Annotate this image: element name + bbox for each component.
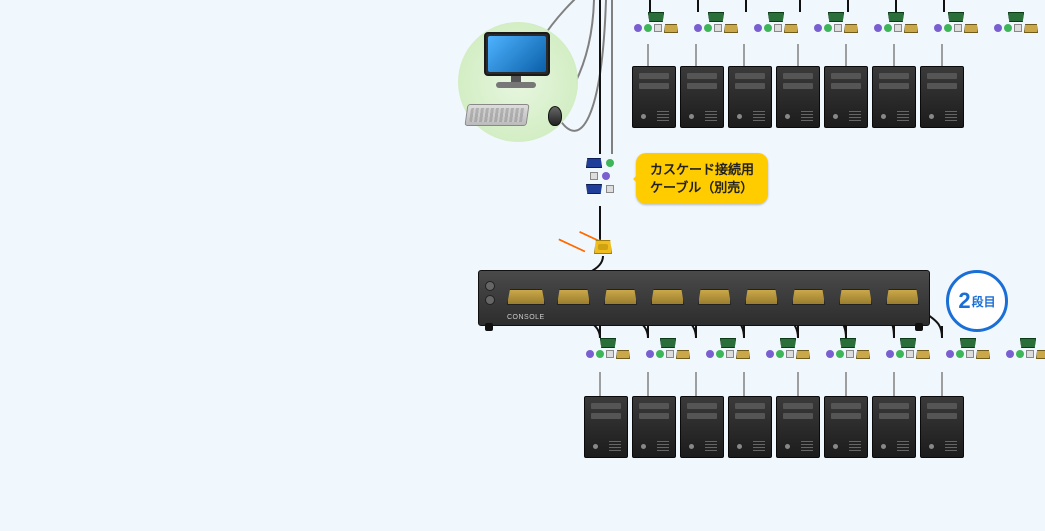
- console-keyboard: [464, 104, 529, 126]
- connector-cluster: [1006, 338, 1045, 359]
- cascade-connector-group: [586, 158, 614, 194]
- computer-tower: [824, 396, 868, 458]
- tier2-connector-row: [586, 338, 1045, 359]
- kvm-port: [557, 289, 590, 305]
- connector-cluster: [634, 12, 678, 33]
- connector-cluster: [874, 12, 918, 33]
- stage-suffix: 段目: [972, 293, 996, 310]
- kvm-port-row: [557, 289, 919, 305]
- computer-tower: [776, 66, 820, 128]
- kvm-port: [745, 289, 778, 305]
- kvm-port: [698, 289, 731, 305]
- connector-cluster: [766, 338, 810, 359]
- callout-line2: ケーブル（別売）: [650, 180, 753, 195]
- tier1-tower-row: [632, 66, 964, 128]
- connector-cluster: [994, 12, 1038, 33]
- connector-cluster: [646, 338, 690, 359]
- computer-tower: [872, 66, 916, 128]
- console-mouse: [548, 106, 562, 126]
- computer-tower: [920, 66, 964, 128]
- kvm-console-label: CONSOLE: [507, 314, 545, 321]
- connector-cluster: [586, 338, 630, 359]
- computer-tower: [872, 396, 916, 458]
- computer-tower: [728, 396, 772, 458]
- daisy-chain-plug-icon: [594, 240, 612, 254]
- connector-cluster: [754, 12, 798, 33]
- computer-tower: [824, 66, 868, 128]
- connector-cluster: [706, 338, 750, 359]
- diagram-canvas: カスケード接続用 ケーブル（別売） ＼＼ CONSOLE 2 段目: [0, 0, 1045, 531]
- console-monitor: [484, 32, 554, 88]
- computer-tower: [632, 396, 676, 458]
- stage-2-badge: 2 段目: [946, 270, 1008, 332]
- kvm-port: [604, 289, 637, 305]
- kvm-port: [886, 289, 919, 305]
- kvm-switch-tier2: CONSOLE: [478, 270, 930, 326]
- connector-cluster: [934, 12, 978, 33]
- computer-tower: [920, 396, 964, 458]
- kvm-port: [651, 289, 684, 305]
- tier1-connector-row: [634, 12, 1038, 33]
- computer-tower: [680, 396, 724, 458]
- connector-cluster: [886, 338, 930, 359]
- tier2-tower-row: [584, 396, 964, 458]
- connector-cluster: [694, 12, 738, 33]
- callout-line1: カスケード接続用: [650, 162, 754, 177]
- kvm-port: [792, 289, 825, 305]
- computer-tower: [776, 396, 820, 458]
- computer-tower: [680, 66, 724, 128]
- kvm-port: [839, 289, 872, 305]
- cascade-cable-callout: カスケード接続用 ケーブル（別売）: [636, 153, 768, 204]
- connector-cluster: [814, 12, 858, 33]
- computer-tower: [584, 396, 628, 458]
- stage-number: 2: [958, 288, 970, 314]
- computer-tower: [632, 66, 676, 128]
- connector-cluster: [946, 338, 990, 359]
- connector-cluster: [826, 338, 870, 359]
- computer-tower: [728, 66, 772, 128]
